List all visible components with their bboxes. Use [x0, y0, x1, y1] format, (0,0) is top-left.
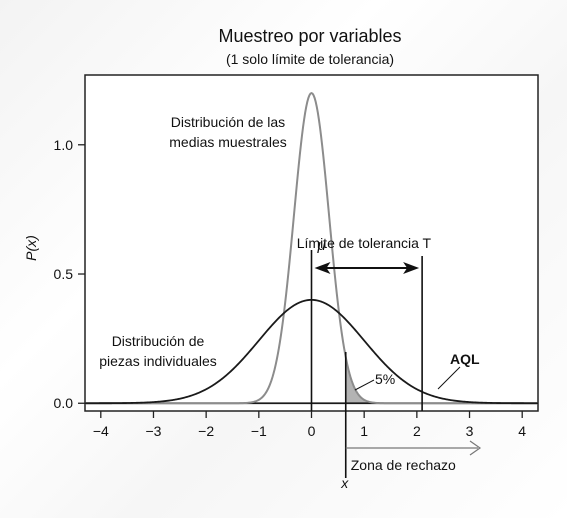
x-tick-label: 4 [518, 423, 526, 439]
percent-label: 5% [375, 371, 395, 387]
curve-label-means: Distribución de las [171, 114, 285, 130]
x-tick-label: 0 [308, 423, 316, 439]
y-tick-label: 0.5 [54, 266, 74, 282]
x-tick-label: 3 [466, 423, 474, 439]
mu-label: μ [317, 237, 326, 254]
x-tick-label: 1 [360, 423, 368, 439]
x-tick-label: −4 [93, 423, 109, 439]
chart-subtitle: (1 solo límite de tolerancia) [226, 51, 394, 67]
percent-leader [354, 379, 375, 391]
rejection-tail-shade [345, 357, 396, 404]
y-tick-label: 0.0 [54, 395, 74, 411]
y-axis-label: P(x) [23, 235, 39, 261]
critical-x-label: x [340, 475, 349, 491]
x-tick-label: −3 [145, 423, 161, 439]
tolerance-label: Límite de tolerancia T [297, 235, 432, 251]
aql-leader [437, 366, 461, 390]
x-tick-label: 2 [413, 423, 421, 439]
x-tick-label: −2 [198, 423, 214, 439]
distance-arrow-left-head [314, 262, 331, 274]
reject-zone-label: Zona de rechazo [351, 457, 456, 473]
distance-arrow-right-head [403, 262, 420, 274]
series-line-sample-means [85, 91, 538, 405]
curve-label-individual: Distribución de [112, 333, 205, 349]
curve-label-individual: piezas individuales [99, 353, 217, 369]
x-tick-label: −1 [251, 423, 267, 439]
reject-arrow-head [469, 440, 482, 456]
chart-title: Muestreo por variables [218, 26, 401, 46]
axis-ticks: −4 −3 −2 −1 0 1 2 3 4 0.0 0.5 1.0 [54, 137, 527, 439]
aql-label: AQL [450, 351, 480, 367]
curve-label-means: medias muestrales [169, 134, 287, 150]
y-tick-label: 1.0 [54, 137, 74, 153]
